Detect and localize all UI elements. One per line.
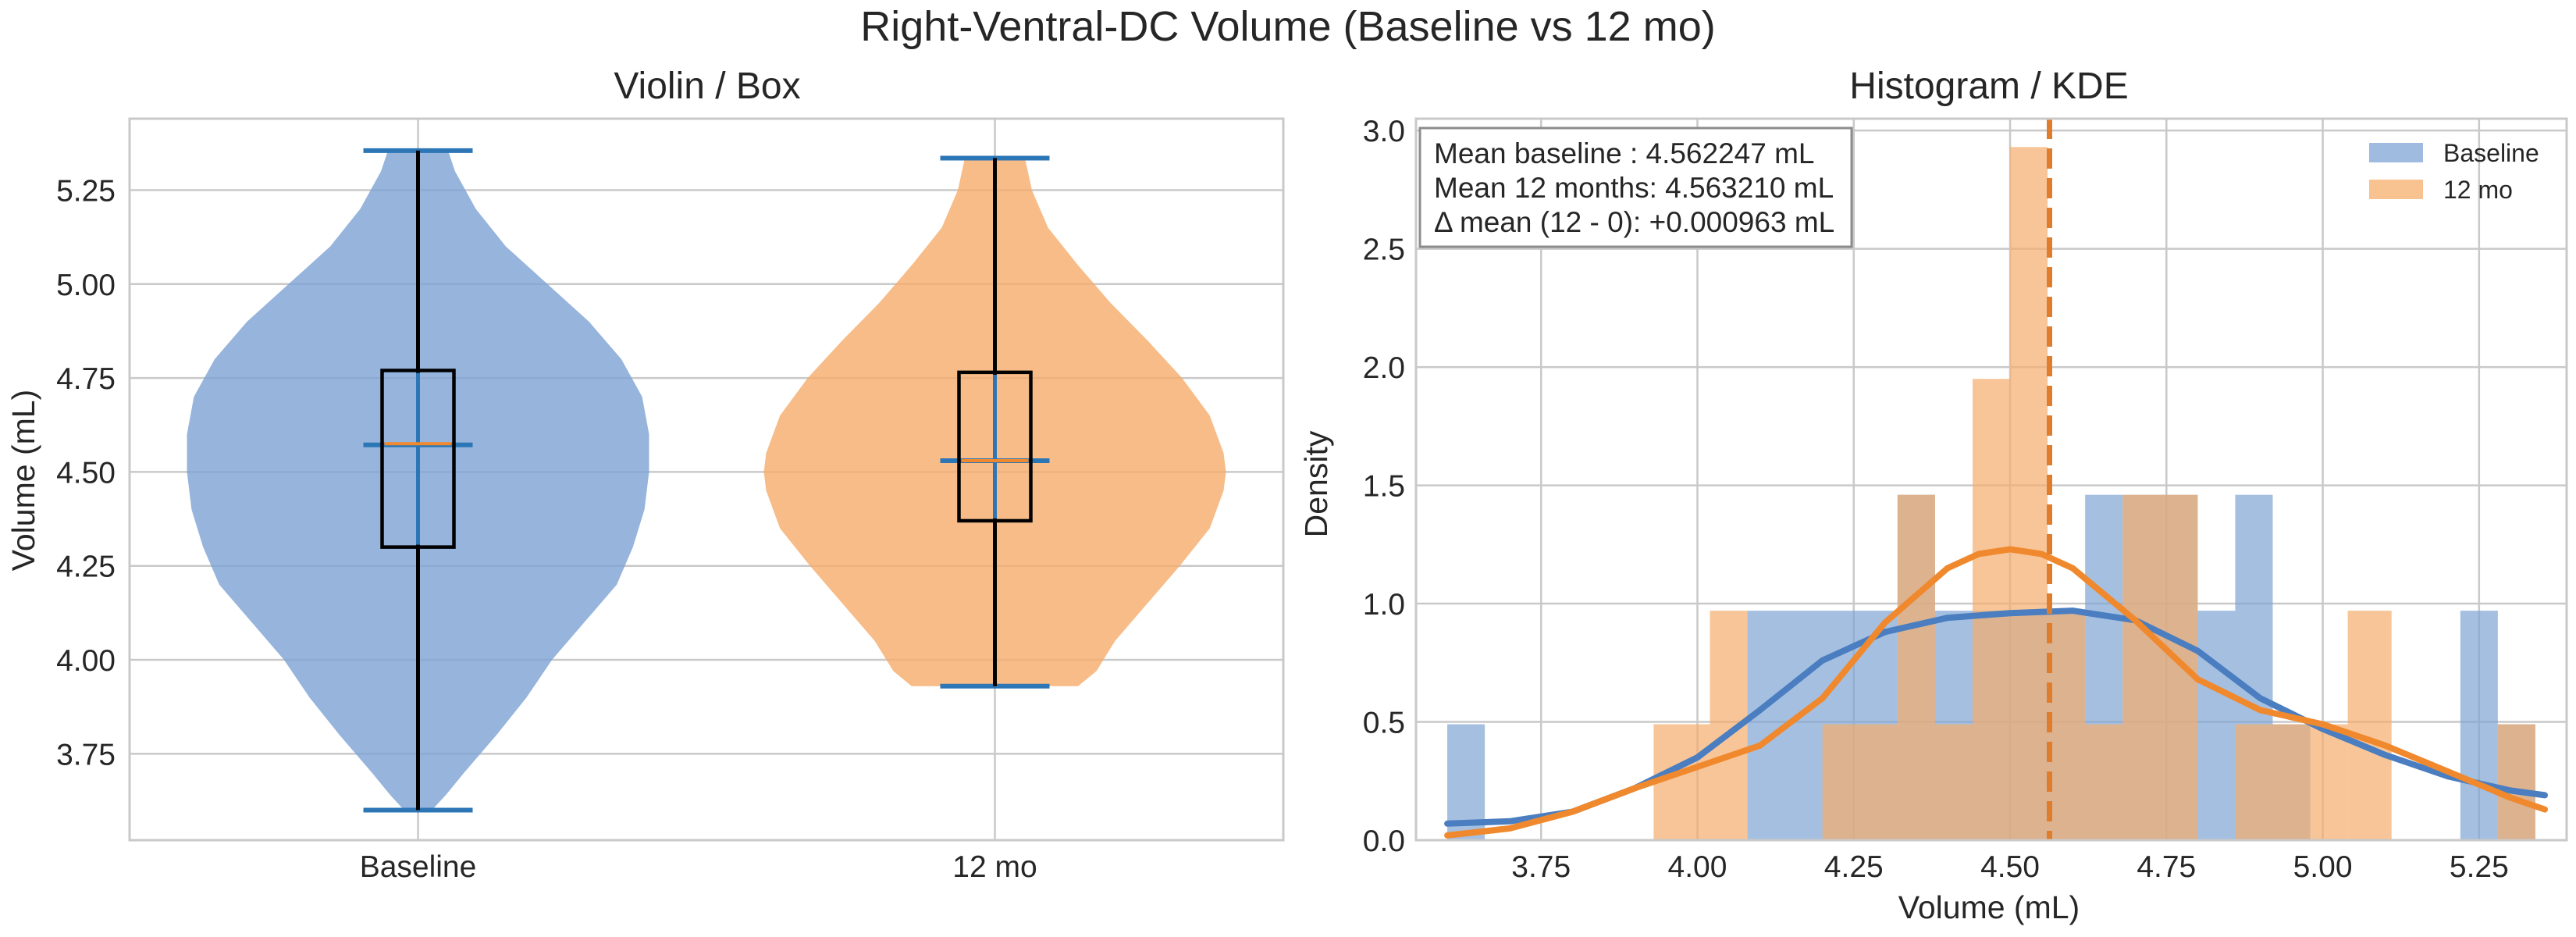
violin-y-tick-label: 5.25 bbox=[56, 174, 116, 208]
violin-y-tick-label: 4.25 bbox=[56, 550, 116, 584]
histogram-bars bbox=[1447, 147, 2535, 840]
legend-swatch-12mo bbox=[2369, 180, 2423, 199]
figure-title: Right-Ventral-DC Volume (Baseline vs 12 … bbox=[860, 3, 1715, 50]
violin-panel-title: Violin / Box bbox=[614, 66, 800, 107]
histogram-bar-12mo bbox=[1972, 379, 2011, 840]
histogram-bar-12mo bbox=[2310, 724, 2348, 840]
histogram-y-tick-label: 3.0 bbox=[1363, 115, 1405, 148]
histogram-x-tick-label: 5.00 bbox=[2293, 850, 2353, 884]
annotation-frame bbox=[1418, 126, 1853, 248]
box-plots bbox=[363, 148, 1050, 813]
annotation-line-mean-12mo: Mean 12 months: 4.563210 mL bbox=[1434, 172, 1834, 204]
violin-x-tick-label: Baseline bbox=[360, 850, 477, 884]
legend-label-12mo: 12 mo bbox=[2443, 176, 2513, 204]
violin-x-tick-label: 12 mo bbox=[952, 850, 1037, 884]
annotation-line-delta: Δ mean (12 - 0): +0.000963 mL bbox=[1434, 206, 1834, 238]
histogram-bar-12mo bbox=[2347, 611, 2392, 840]
histogram-y-tick-label: 0.5 bbox=[1363, 707, 1405, 740]
histogram-plot-frame bbox=[1414, 117, 2568, 842]
histogram-x-tick-label: 4.75 bbox=[2137, 850, 2196, 884]
violin-y-tick-label: 4.75 bbox=[56, 362, 116, 396]
violin-y-tick-label: 5.00 bbox=[56, 269, 116, 302]
histogram-bar-12mo bbox=[1653, 724, 1710, 840]
violin-plot-frame bbox=[128, 117, 1285, 842]
violin-tick-labels: 3.75 4.00 4.25 4.50 4.75 5.00 5.25 Baseline 12 m… bbox=[56, 174, 1037, 884]
histogram-y-axis-label: Density bbox=[1298, 430, 1334, 537]
histogram-x-tick-label: 3.75 bbox=[1511, 850, 1571, 884]
histogram-x-tick-label: 4.50 bbox=[1980, 850, 2040, 884]
violin-y-tick-label: 4.50 bbox=[56, 456, 116, 490]
box-iqr bbox=[380, 369, 456, 549]
histogram-bar-12mo bbox=[2085, 724, 2123, 840]
legend-label-baseline: Baseline bbox=[2443, 139, 2539, 167]
histogram-y-tick-label: 1.0 bbox=[1363, 588, 1405, 622]
histogram-bar-12mo bbox=[1897, 494, 1935, 840]
histogram-y-tick-label: 2.0 bbox=[1363, 351, 1405, 385]
histogram-y-tick-label: 1.5 bbox=[1363, 470, 1405, 504]
violin-y-tick-label: 3.75 bbox=[56, 738, 116, 771]
histogram-bar-baseline bbox=[2460, 611, 2498, 840]
violin-box-panel: Violin / Box Volume (mL) 3.75 4.00 4.25 4.5… bbox=[5, 66, 1285, 884]
kde-curves bbox=[1444, 546, 2548, 839]
kde-curve-12mo bbox=[1444, 546, 2548, 839]
annotation-line-mean-baseline: Mean baseline : 4.562247 mL bbox=[1434, 137, 1815, 169]
stats-annotation-box: Mean baseline : 4.562247 mL Mean 12 mont… bbox=[1418, 126, 1853, 248]
histogram-tick-labels: 0.0 0.5 1.0 1.5 2.0 2.5 3.0 3.75 4.00 4.25 4.50 4.7… bbox=[1363, 115, 2509, 884]
histogram-bar-12mo bbox=[1822, 724, 1898, 840]
violin-y-axis-label: Volume (mL) bbox=[5, 390, 41, 571]
legend: Baseline 12 mo bbox=[2369, 139, 2539, 204]
histogram-x-tick-label: 4.00 bbox=[1668, 850, 1727, 884]
box-iqr bbox=[957, 370, 1033, 523]
legend-swatch-baseline bbox=[2369, 143, 2423, 162]
histogram-bar-12mo bbox=[1934, 724, 1973, 840]
histogram-bar-baseline bbox=[2197, 611, 2236, 840]
histogram-bar-12mo bbox=[2235, 724, 2311, 840]
histogram-kde-panel: Histogram / KDE Density Volume (mL) 0.00… bbox=[1298, 66, 2568, 925]
histogram-y-tick-label: 2.5 bbox=[1363, 233, 1405, 267]
histogram-x-tick-label: 5.25 bbox=[2450, 850, 2509, 884]
histogram-x-tick-label: 4.25 bbox=[1824, 850, 1884, 884]
violin-y-tick-label: 4.00 bbox=[56, 644, 116, 678]
histogram-bar-12mo bbox=[2010, 147, 2048, 840]
histogram-x-axis-label: Volume (mL) bbox=[1898, 889, 2080, 925]
histogram-bar-12mo bbox=[2497, 724, 2535, 840]
histogram-panel-title: Histogram / KDE bbox=[1849, 66, 2128, 107]
histogram-bar-12mo bbox=[2048, 611, 2086, 840]
histogram-y-tick-label: 0.0 bbox=[1363, 825, 1405, 858]
